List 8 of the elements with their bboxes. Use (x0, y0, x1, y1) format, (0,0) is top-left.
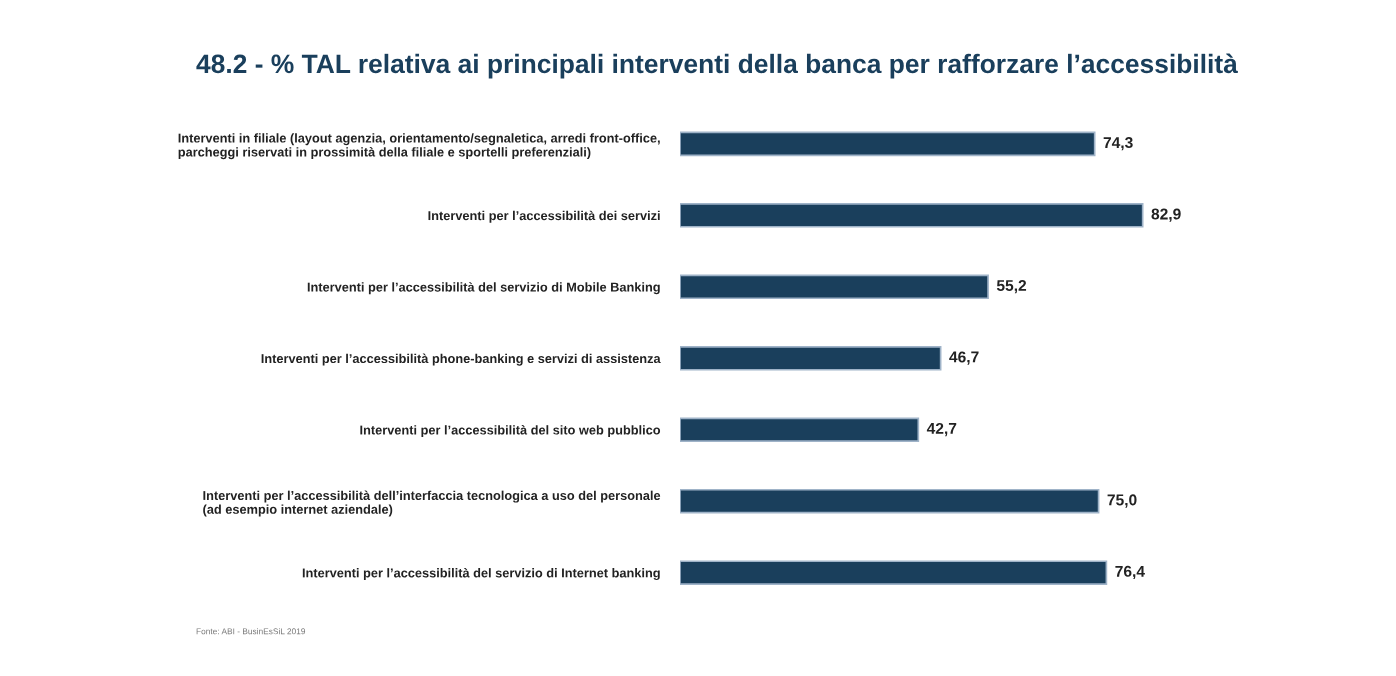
bar (680, 488, 1100, 514)
chart-title: 48.2 - % TAL relativa ai principali interventi della banca per rafforzare l’accessibilità (196, 53, 1238, 79)
bar (680, 274, 989, 300)
bar (680, 346, 942, 371)
bar (680, 560, 1108, 585)
bar (680, 203, 1144, 228)
bar (680, 417, 920, 443)
bar (680, 131, 1096, 157)
